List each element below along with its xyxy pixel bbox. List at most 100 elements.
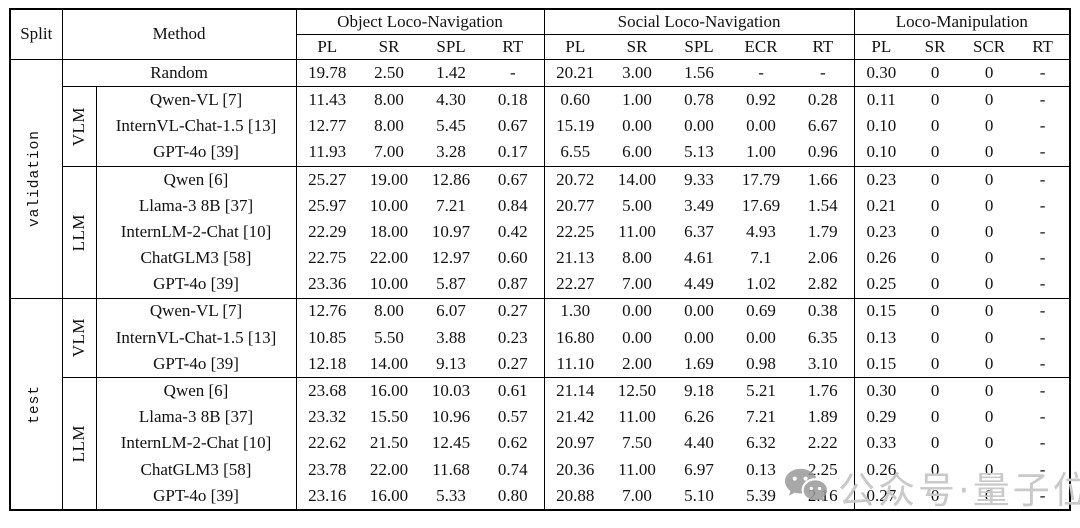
value-cell: 0 [984, 301, 994, 321]
value-cell: 6.07 [436, 301, 466, 321]
value-cell: 0 [908, 139, 963, 167]
value-cell: 0.00 [684, 116, 714, 136]
value-cell: 0.23 [497, 327, 528, 347]
value-cell: 2.16 [807, 485, 838, 505]
table-row: VLM Qwen-VL [7] 11.43 8.00 4.30 0.18 0.60 1.00 0… [10, 86, 1070, 167]
value-cell: 12.77 [295, 113, 359, 140]
value-cell: 0.96 [792, 139, 855, 167]
value-cell: 0 [984, 221, 994, 241]
value-cell: 0.11 [853, 86, 909, 114]
value-cell: 0 [930, 301, 940, 321]
value-cell: 21.13 [543, 245, 607, 272]
value-cell: 0.27 [482, 351, 545, 379]
value-cell: 2.25 [807, 459, 838, 479]
value-cell: 4.30 [436, 89, 466, 109]
value-cell: 23.78 [295, 456, 359, 483]
value-cell: 2.06 [807, 248, 838, 268]
value-cell: 0 [930, 248, 940, 268]
value-cell: 0 [984, 459, 994, 479]
value-cell: 23.36 [295, 271, 359, 299]
value-cell: 22.00 [369, 248, 409, 268]
table-row: InternVL-Chat-1.5 [13] 12.77 8.00 5.45 0.67 1… [10, 113, 1070, 140]
value-cell: 9.18 [684, 381, 714, 400]
results-table: Split Method Object Loco-Navigation Soci… [9, 8, 1072, 512]
method-name: ChatGLM3 [58] [95, 456, 297, 483]
value-cell: 0.42 [497, 221, 528, 241]
value-cell: 0 [908, 351, 963, 379]
value-cell: 0.60 [497, 248, 528, 268]
value-cell: 0 [984, 381, 994, 400]
value-cell: 0 [930, 195, 940, 215]
value-cell: - [1039, 459, 1046, 479]
value-cell: 3.10 [792, 351, 855, 379]
value-cell: 0.23 [853, 166, 909, 193]
value-cell: 0.26 [853, 245, 909, 272]
value-cell: 1.42 [420, 59, 483, 88]
value-cell: 18.00 [369, 221, 409, 241]
value-cell: 0 [930, 433, 940, 453]
value-cell: 10.03 [431, 381, 471, 400]
value-cell: 0.30 [853, 59, 909, 88]
value-cell: 0.13 [746, 459, 776, 479]
value-cell: - [1016, 271, 1071, 299]
value-cell: 1.00 [730, 139, 793, 167]
value-cell: 11.00 [618, 407, 656, 427]
value-cell: 1.69 [668, 351, 731, 379]
value-cell: 0 [984, 248, 994, 268]
value-cell: 11.68 [432, 459, 470, 479]
value-cell: 0.38 [807, 301, 838, 321]
value-cell: 5.13 [668, 139, 731, 167]
value-cell: 6.97 [684, 459, 714, 479]
value-cell: 1.56 [668, 59, 731, 88]
value-cell: 16.00 [369, 381, 409, 400]
value-cell: 0.00 [746, 116, 776, 136]
table-row: ChatGLM3 [58] 23.78 22.00 11.68 0.74 20.36 11.… [10, 456, 1070, 483]
value-cell: 2.50 [358, 59, 421, 88]
value-cell: 20.36 [543, 456, 607, 483]
value-cell: 4.93 [746, 221, 776, 241]
value-cell: 5.45 [436, 116, 466, 136]
group-label-text: LLM [68, 213, 88, 251]
value-cell: 0.00 [746, 327, 776, 347]
value-cell: 20.21 [543, 59, 607, 88]
value-cell: 0 [930, 116, 940, 136]
value-cell: - [1039, 381, 1046, 400]
value-cell: 20.72 [543, 166, 607, 193]
value-cell: - [1039, 301, 1046, 321]
value-cell: 7.1 [750, 248, 772, 268]
method-name: GPT-4o [39] [95, 271, 297, 299]
value-cell: 22.25 [543, 219, 607, 246]
split-label: validation [10, 59, 62, 299]
col-header-obj-rt: RT [482, 34, 545, 60]
table-row: GPT-4o [39] 11.93 7.00 3.28 0.17 6.55 6.00 5.13… [10, 139, 1071, 167]
method-name: Qwen-VL [7] [95, 86, 297, 114]
value-cell: 0 [984, 433, 994, 453]
method-name: Qwen [6] [95, 166, 297, 193]
table-row: GPT-4o [39] 23.36 10.00 5.87 0.87 22.27 7.00 4.… [10, 271, 1071, 299]
value-cell: 0 [930, 89, 940, 109]
value-cell: 0.17 [482, 139, 545, 167]
value-cell: 0 [962, 139, 1017, 167]
method-name: Llama-3 8B [37] [95, 404, 297, 431]
table-row: InternLM-2-Chat [10] 22.62 21.50 12.45 0.62 2… [10, 430, 1070, 457]
table-header: Split Method Object Loco-Navigation Soci… [10, 9, 1071, 60]
value-cell: 0 [930, 381, 940, 400]
col-header-soc-pl: PL [543, 34, 607, 60]
value-cell: 0.30 [853, 377, 909, 405]
value-cell: 0 [930, 327, 940, 347]
value-cell: 2.82 [792, 271, 855, 299]
group-label: VLM [61, 86, 96, 167]
split-label-text: test [27, 384, 44, 424]
value-cell: 15.19 [543, 113, 607, 140]
value-cell: 4.61 [684, 248, 714, 268]
value-cell: 0.60 [543, 86, 607, 114]
value-cell: 6.35 [807, 327, 838, 347]
value-cell: 0 [984, 116, 994, 136]
value-cell: 0 [908, 59, 963, 88]
value-cell: 0.61 [497, 381, 528, 400]
value-cell: 20.88 [543, 483, 607, 511]
value-cell: 12.45 [431, 433, 471, 453]
value-cell: 23.16 [295, 483, 359, 511]
method-name: GPT-4o [39] [95, 351, 297, 379]
col-group-social-loco-navigation: Social Loco-Navigation [543, 9, 855, 35]
